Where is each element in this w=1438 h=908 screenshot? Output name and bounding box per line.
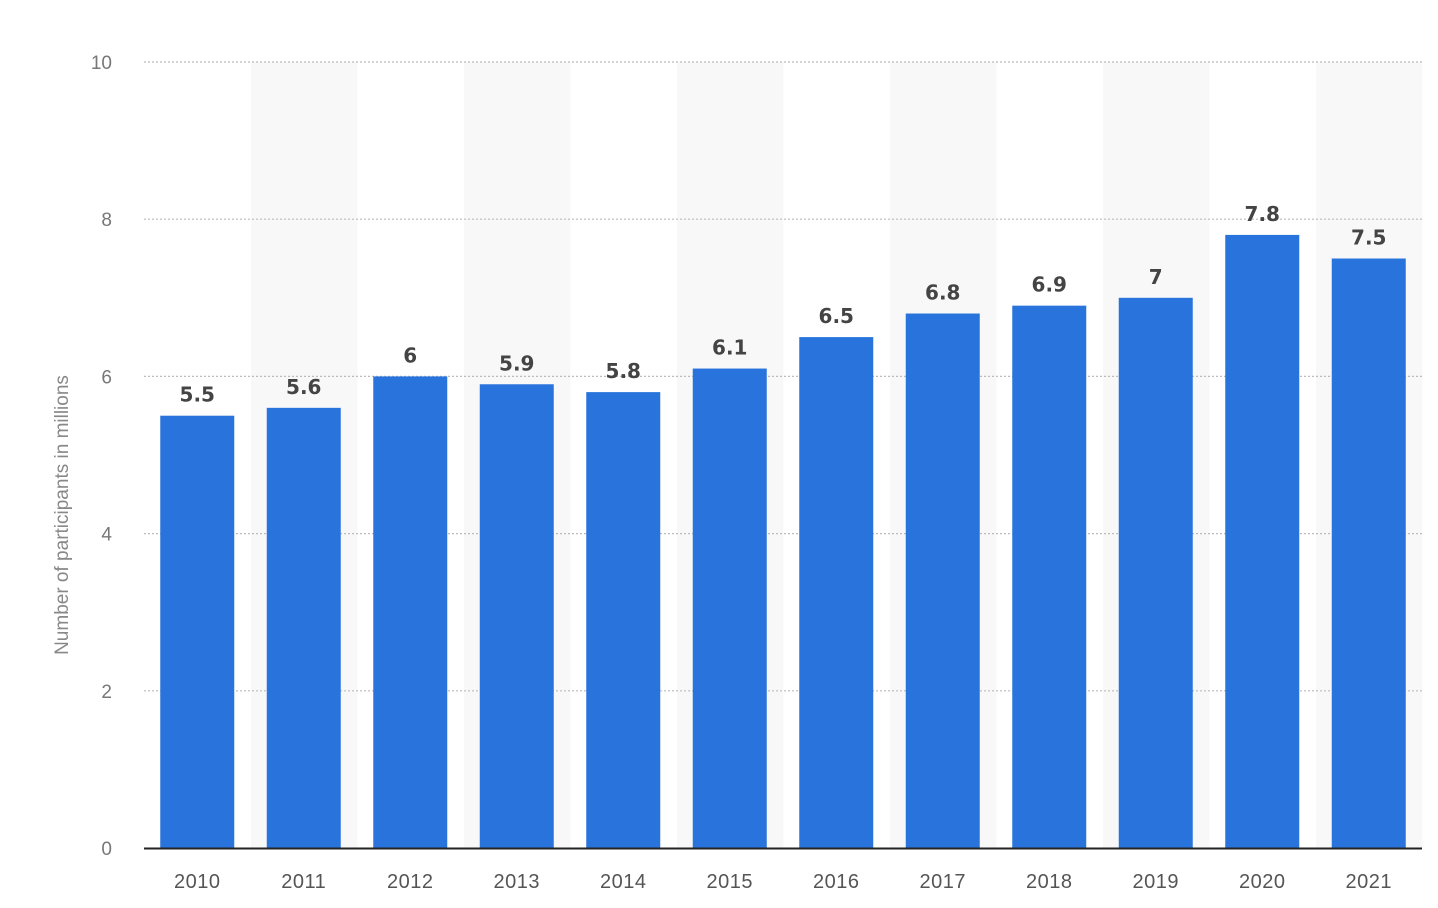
data-label: 5.5 [180,383,215,407]
data-label: 7.5 [1351,226,1386,250]
x-tick-label: 2010 [174,871,221,893]
data-label: 5.9 [499,351,534,375]
x-tick-label: 2016 [813,871,860,893]
y-axis-ticks: 0 2 4 6 8 10 [91,53,113,860]
data-label: 7 [1149,265,1163,289]
x-tick-label: 2011 [281,871,326,893]
y-tick-label: 8 [101,210,112,231]
bar [1225,234,1300,849]
data-label: 5.6 [286,375,321,399]
x-tick-label: 2012 [387,871,434,893]
x-tick-label: 2014 [600,871,647,893]
y-tick-label: 0 [101,839,112,860]
y-tick-label: 2 [101,682,112,703]
data-label: 6.5 [819,304,854,328]
y-axis-title: Number of participants in millions [52,375,73,655]
bar [1012,305,1087,848]
bar [692,368,767,848]
y-tick-label: 10 [91,53,112,74]
bar [266,407,341,848]
bars [160,234,1406,849]
data-label: 6.1 [712,336,747,360]
data-label: 7.8 [1245,202,1280,226]
x-tick-label: 2021 [1346,871,1393,893]
bar [1118,297,1193,848]
bar [1331,258,1406,848]
bar [799,337,874,848]
data-label: 5.8 [606,359,641,383]
x-tick-label: 2013 [494,871,541,893]
x-axis-ticks: 2010 2011 2012 2013 2014 2015 2016 2017 2018 2019… [174,871,1392,893]
x-tick-label: 2018 [1026,871,1073,893]
bar [373,376,448,848]
data-label: 6.9 [1032,273,1067,297]
bar [160,415,235,848]
x-tick-label: 2017 [920,871,967,893]
data-labels: 5.5 5.6 6 5.9 5.8 6.1 6.5 6.8 6.9 7 7.8 7.5 [180,202,1387,407]
x-tick-label: 2019 [1133,871,1180,893]
bar [905,313,980,848]
y-tick-label: 6 [101,367,112,388]
gridlines [144,61,1422,692]
y-tick-label: 4 [101,525,112,546]
x-tick-label: 2020 [1239,871,1286,893]
data-label: 6.8 [925,281,960,305]
bar [479,384,554,848]
x-tick-label: 2015 [707,871,754,893]
data-label: 6 [403,343,417,367]
bar [586,392,661,848]
